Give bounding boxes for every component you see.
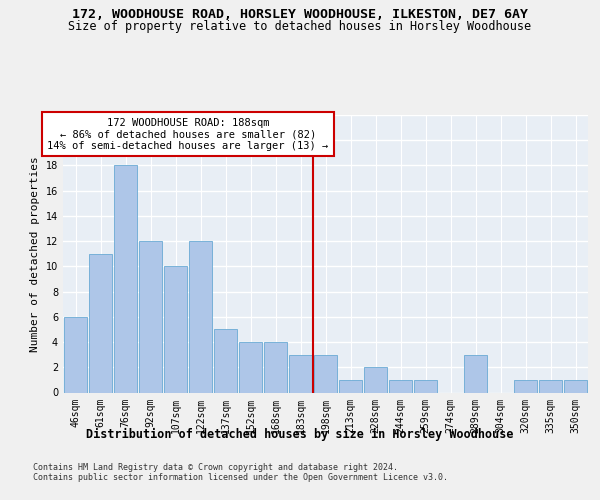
Bar [263,342,287,392]
Y-axis label: Number of detached properties: Number of detached properties [30,156,40,352]
Bar [188,241,212,392]
Bar [164,266,187,392]
Bar [514,380,538,392]
Bar [364,368,388,392]
Bar [89,254,112,392]
Bar [539,380,562,392]
Bar [563,380,587,392]
Bar [64,317,88,392]
Bar [389,380,412,392]
Bar [239,342,262,392]
Bar [464,354,487,393]
Bar [113,166,137,392]
Text: Size of property relative to detached houses in Horsley Woodhouse: Size of property relative to detached ho… [68,20,532,33]
Bar [314,354,337,393]
Text: Distribution of detached houses by size in Horsley Woodhouse: Distribution of detached houses by size … [86,428,514,440]
Text: 172 WOODHOUSE ROAD: 188sqm
← 86% of detached houses are smaller (82)
14% of semi: 172 WOODHOUSE ROAD: 188sqm ← 86% of deta… [47,118,329,150]
Bar [413,380,437,392]
Text: Contains HM Land Registry data © Crown copyright and database right 2024.
Contai: Contains HM Land Registry data © Crown c… [33,462,448,482]
Bar [214,330,238,392]
Bar [289,354,313,393]
Text: 172, WOODHOUSE ROAD, HORSLEY WOODHOUSE, ILKESTON, DE7 6AY: 172, WOODHOUSE ROAD, HORSLEY WOODHOUSE, … [72,8,528,20]
Bar [139,241,163,392]
Bar [338,380,362,392]
